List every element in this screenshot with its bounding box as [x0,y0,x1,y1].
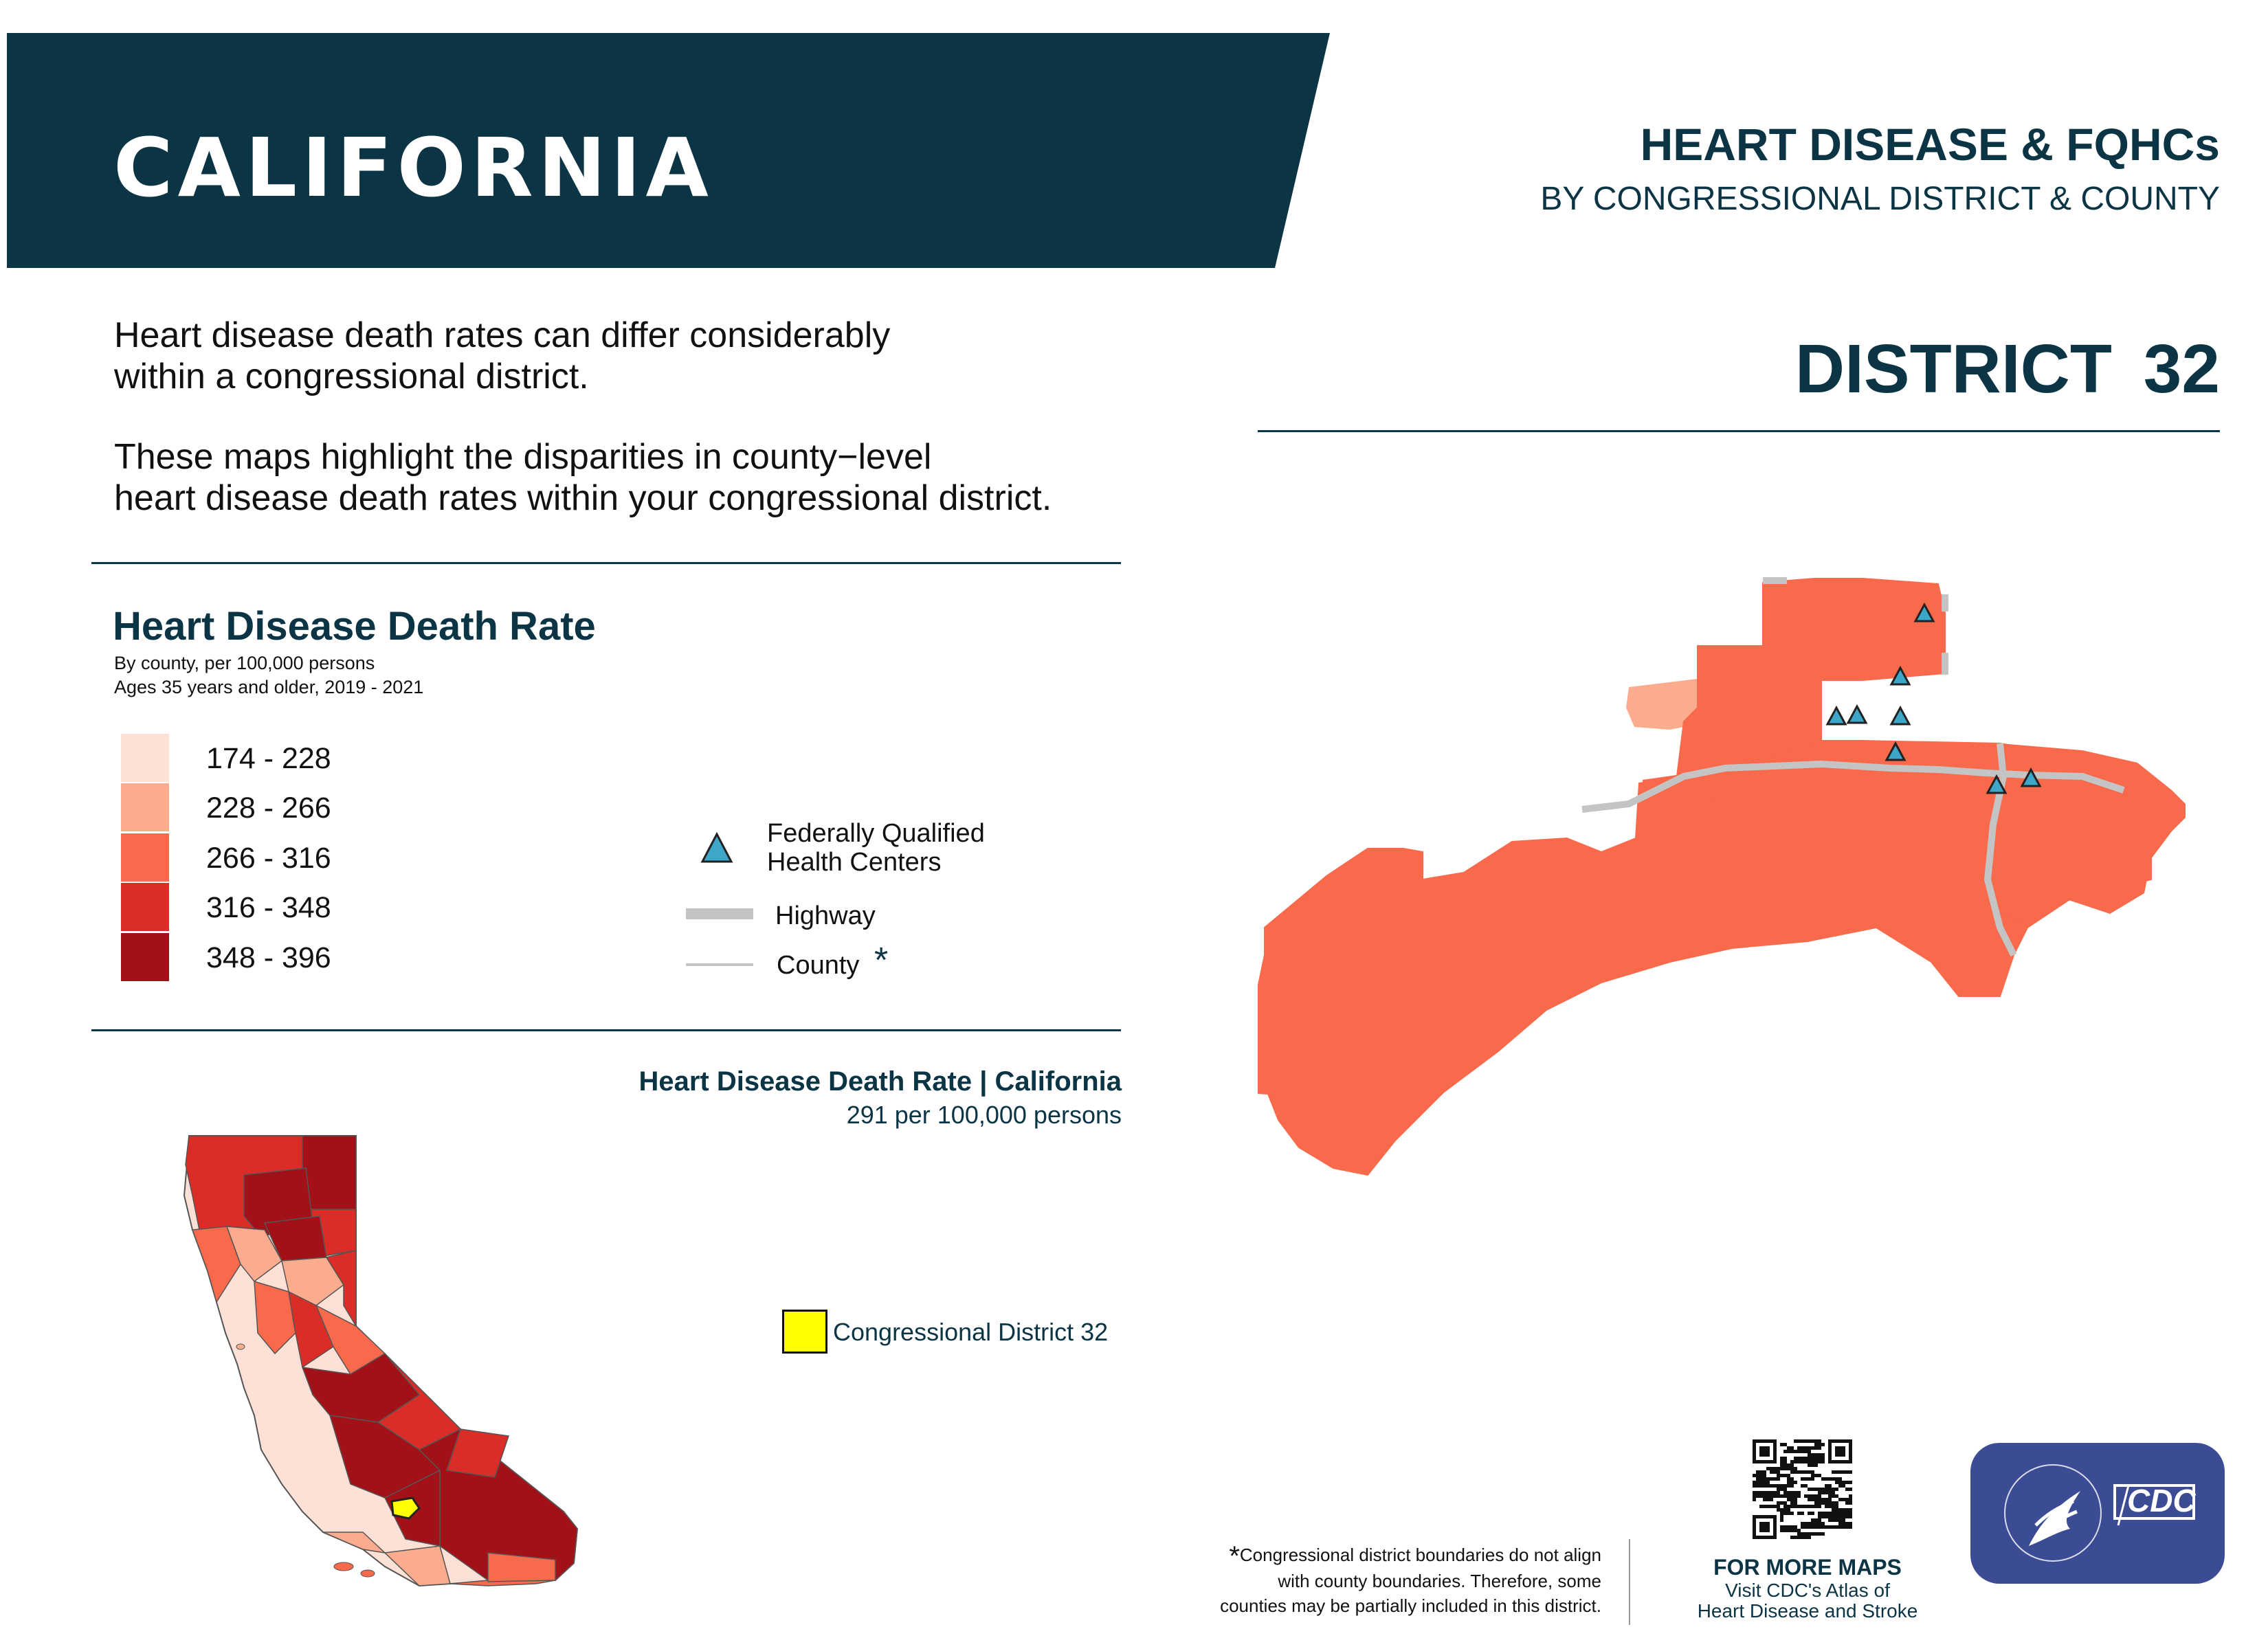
legend-fqhc-line: Health Centers [767,848,942,877]
fqhc-marker-icon [1986,774,2008,794]
fqhc-marker-icon [2020,767,2042,787]
cdc-wordmark: CDC [2127,1483,2196,1518]
state-rate-value: 291 per 100,000 persons [846,1101,1122,1129]
legend-county-line [686,963,753,966]
more-maps-title: FOR MORE MAPS [1713,1555,1902,1580]
legend-swatch [121,783,169,831]
report-title: HEART DISEASE & FQHCs [1640,119,2220,170]
intro-line: These maps highlight the disparities in … [114,437,932,477]
highway-line [1581,760,2125,813]
intro-paragraph-1: Heart disease death rates can differ con… [114,315,1145,397]
legend-swatch [121,833,169,882]
legend-subtitle-ages: Ages 35 years and older, 2019 - 2021 [114,677,424,697]
report-subtitle: BY CONGRESSIONAL DISTRICT & COUNTY [1540,181,2220,217]
more-maps-line: Heart Disease and Stroke [1697,1600,1918,1622]
header-banner [7,33,1330,268]
intro-paragraph-2: These maps highlight the disparities in … [114,436,1145,519]
legend-fqhc-line: Federally Qualified [767,819,985,848]
qr-code-graphic [1753,1439,1852,1539]
highway-line [1983,743,2017,957]
district-label: DISTRICT [1794,330,2112,407]
legend-swatch [121,933,169,981]
footnote-line: counties may be partially included in th… [1220,1595,1601,1616]
district-32-highlight [390,1496,421,1520]
qr-code-icon[interactable] [1753,1439,1852,1539]
footer-divider [1629,1539,1630,1625]
more-maps-line: Visit CDC's Atlas of [1725,1580,1890,1601]
neighbor-county-area [1626,679,1704,730]
fqhc-marker-icon [1913,602,1935,622]
legend-fqhc-label: Federally Qualified Health Centers [767,819,985,877]
congressional-district-label: Congressional District 32 [833,1318,1109,1346]
state-title: CALIFORNIA [113,120,713,215]
fqhc-marker-icon [1885,741,1906,761]
legend-top-divider [91,562,1121,564]
hhs-eagle-icon: CDC [2004,1464,2196,1562]
legend-title: Heart Disease Death Rate [113,604,596,649]
footnote-line: Congressional district boundaries do not… [1239,1545,1601,1565]
legend-range-label: 348 - 396 [206,941,331,974]
legend-swatch [121,734,169,782]
legend-county-footnote-mark: * [874,941,889,980]
legend-range-label: 228 - 266 [206,792,331,824]
legend-range-label: 316 - 348 [206,891,331,924]
district-detail-map [1258,577,2186,1176]
district-32-west-strip [1643,742,1821,804]
legend-highway-label: Highway [775,901,876,930]
legend-subtitle-units: By county, per 100,000 persons [114,653,375,673]
fqhc-marker-icon [1889,665,1911,686]
district-divider [1258,430,2220,432]
intro-line: heart disease death rates within your co… [114,478,1052,518]
fqhc-triangle-icon [700,831,733,863]
footnote: *Congressional district boundaries do no… [1120,1543,1601,1618]
district-32-east-lobe [1986,743,2186,928]
footnote-mark: * [1229,1541,1240,1571]
legend-bottom-divider [91,1029,1121,1031]
intro-line: within a congressional district. [114,357,589,396]
more-maps-text: Visit CDC's Atlas of Heart Disease and S… [1677,1580,1938,1622]
footnote-line: with county boundaries. Therefore, some [1278,1571,1601,1591]
fqhc-marker-icon [1889,705,1911,726]
fqhc-marker-icon [1846,704,1868,724]
legend-highway-line [686,908,753,919]
intro-line: Heart disease death rates can differ con… [114,315,891,355]
state-rate-title: Heart Disease Death Rate | California [638,1066,1122,1097]
legend-county-label: County [777,951,860,980]
california-state-map [183,1135,579,1587]
congressional-district-swatch [782,1310,827,1354]
legend-range-label: 174 - 228 [206,742,331,775]
fqhc-markers [1825,602,2042,794]
district-32-area [1258,578,2152,1176]
legend-swatch [121,883,169,931]
hhs-cdc-logo: CDC [1970,1443,2225,1584]
district-title: DISTRICT 32 [1795,330,2220,409]
fqhc-marker-icon [1825,705,1847,726]
district-number: 32 [2143,330,2220,407]
legend-range-label: 266 - 316 [206,842,331,875]
